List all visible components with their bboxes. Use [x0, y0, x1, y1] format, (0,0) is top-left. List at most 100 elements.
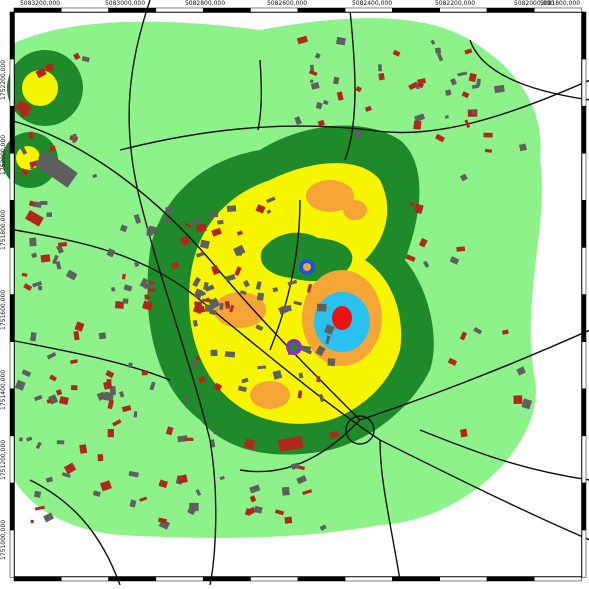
building: [139, 277, 149, 288]
building: [109, 386, 117, 396]
building: [211, 265, 220, 276]
left-tick-label: 1751800,000: [0, 209, 7, 250]
frame-scale-segment: [155, 7, 204, 13]
building: [65, 269, 78, 281]
building: [430, 39, 436, 45]
frame-scale-segment: [9, 105, 15, 154]
top-tick-label: 5082000,000: [513, 0, 555, 7]
building: [237, 385, 247, 393]
building: [408, 81, 419, 91]
building: [30, 332, 37, 342]
building: [450, 78, 457, 86]
building: [165, 426, 174, 436]
building: [45, 63, 54, 72]
building: [434, 133, 446, 143]
building: [296, 475, 308, 485]
frame-scale-segment: [392, 7, 440, 13]
building: [239, 290, 247, 295]
building: [128, 471, 139, 478]
building: [46, 351, 57, 360]
building: [21, 272, 28, 277]
building: [392, 49, 401, 57]
building: [99, 480, 112, 492]
building: [164, 205, 174, 215]
building: [409, 202, 415, 207]
building: [335, 36, 346, 46]
zone-yellow-tl: [22, 70, 58, 106]
building: [301, 345, 312, 352]
left-tick-label: 1751000,000: [0, 519, 7, 560]
building: [378, 64, 382, 72]
building: [34, 505, 45, 511]
left-tick-label: 1751200,000: [0, 439, 7, 480]
frame-scale-segment: [108, 7, 157, 13]
large-building: [278, 435, 304, 452]
building: [445, 89, 452, 96]
building: [459, 173, 468, 182]
building: [464, 48, 473, 55]
building: [242, 279, 250, 288]
building: [106, 379, 112, 385]
frame-scale-segment: [581, 388, 587, 437]
frame-scale-segment: [13, 7, 62, 13]
building: [107, 429, 114, 438]
building: [141, 300, 154, 311]
building: [211, 227, 222, 237]
building: [249, 484, 261, 494]
building: [521, 398, 533, 410]
zone-orange-3: [343, 200, 367, 220]
frame-scale-segment: [9, 294, 15, 342]
frame-scale-segment: [581, 294, 587, 342]
building: [119, 224, 128, 233]
building: [293, 300, 302, 306]
building: [20, 146, 28, 155]
building: [249, 495, 257, 503]
building: [35, 67, 47, 79]
building: [184, 437, 194, 442]
building: [483, 132, 493, 138]
building: [52, 254, 59, 265]
frame-scale-segment: [297, 7, 346, 13]
building: [57, 242, 68, 247]
building: [192, 303, 204, 315]
building: [217, 219, 224, 225]
building: [141, 370, 148, 376]
building: [74, 321, 85, 332]
frame-scale-segment: [9, 247, 15, 295]
building: [253, 505, 263, 514]
frame-scale-segment: [202, 576, 251, 582]
building: [464, 119, 471, 129]
building: [501, 329, 509, 335]
blue-orange-source-marker[interactable]: [299, 259, 315, 275]
building: [325, 335, 331, 345]
frame-scale-segment: [9, 529, 15, 578]
building: [266, 196, 276, 204]
building: [205, 297, 211, 303]
building: [121, 405, 132, 413]
building: [193, 217, 199, 224]
frame-scale-segment: [9, 388, 15, 437]
building: [210, 349, 218, 357]
building: [266, 209, 272, 215]
building: [112, 419, 122, 427]
building: [209, 211, 219, 218]
building: [224, 300, 231, 309]
building: [192, 277, 201, 288]
building: [236, 230, 243, 236]
building: [56, 244, 64, 254]
building: [107, 399, 114, 410]
building: [195, 223, 207, 233]
building: [55, 261, 62, 270]
building: [58, 395, 69, 406]
building: [234, 266, 242, 276]
frame-scale-segment: [344, 7, 393, 13]
building: [417, 81, 425, 89]
frame-scale-segment: [581, 341, 587, 390]
zone-yellow-l: [16, 146, 40, 170]
purple-green-source-marker[interactable]: [286, 339, 302, 355]
building: [459, 331, 468, 341]
left-tick-label: 1751400,000: [0, 369, 7, 410]
building: [105, 370, 115, 379]
building: [204, 284, 215, 292]
